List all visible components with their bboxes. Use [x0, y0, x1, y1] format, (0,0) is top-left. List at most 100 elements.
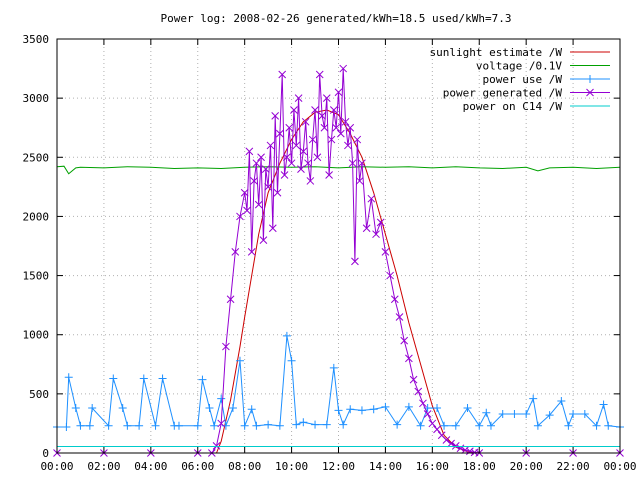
- data-point: [332, 123, 341, 132]
- data-point: [334, 406, 343, 415]
- data-point: [569, 409, 578, 418]
- data-point: [252, 421, 261, 430]
- data-point: [231, 248, 240, 256]
- data-point: [217, 394, 226, 403]
- data-point: [405, 354, 413, 363]
- data-point: [315, 70, 324, 79]
- data-point: [118, 404, 127, 413]
- data-point: [390, 295, 399, 304]
- series-layer: [53, 64, 624, 457]
- data-point: [308, 135, 317, 144]
- data-point: [447, 439, 455, 448]
- data-point: [261, 165, 270, 173]
- data-point: [586, 75, 594, 83]
- data-point: [423, 410, 432, 418]
- data-point: [381, 248, 390, 256]
- data-point: [348, 159, 357, 168]
- data-point: [290, 106, 298, 114]
- data-point: [174, 421, 183, 430]
- series-4: [53, 64, 624, 457]
- data-point: [247, 248, 256, 256]
- data-point: [311, 106, 319, 114]
- y-tick-label: 3000: [23, 92, 50, 105]
- legend-label: power on C14 /W: [463, 100, 563, 113]
- x-tick-label: 22:00: [557, 460, 590, 473]
- data-point: [529, 394, 538, 403]
- legend-entry: voltage /0.1V: [476, 60, 610, 73]
- data-point: [327, 135, 336, 144]
- x-tick-label: 06:00: [181, 460, 214, 473]
- legend-label: sunlight estimate /W: [430, 46, 563, 59]
- data-point: [76, 421, 85, 430]
- data-point: [226, 295, 235, 304]
- x-tick-label: 02:00: [87, 460, 120, 473]
- data-point: [486, 421, 495, 430]
- data-point: [386, 271, 394, 280]
- data-point: [498, 409, 507, 418]
- data-point: [325, 171, 333, 179]
- data-point: [404, 402, 413, 411]
- data-point: [336, 129, 345, 138]
- data-point: [482, 408, 491, 417]
- data-point: [297, 165, 305, 173]
- x-tick-label: 12:00: [322, 460, 355, 473]
- data-point: [362, 224, 371, 233]
- data-point: [158, 374, 167, 383]
- data-point: [592, 421, 601, 430]
- data-point: [64, 373, 73, 382]
- data-point: [243, 206, 251, 215]
- data-point: [257, 153, 265, 162]
- legend-label: voltage /0.1V: [476, 60, 562, 73]
- data-point: [273, 188, 282, 197]
- data-point: [259, 236, 268, 244]
- data-point: [123, 421, 132, 430]
- data-point: [428, 419, 437, 428]
- data-point: [564, 421, 573, 430]
- data-point: [280, 171, 289, 179]
- data-point: [294, 94, 303, 102]
- data-point: [599, 400, 608, 409]
- data-point: [292, 420, 301, 429]
- data-point: [264, 183, 272, 191]
- data-point: [212, 442, 221, 450]
- data-point: [299, 418, 308, 427]
- data-point: [456, 444, 465, 453]
- y-tick-label: 2000: [23, 210, 50, 223]
- x-tick-label: 04:00: [134, 460, 167, 473]
- legend-entry: sunlight estimate /W: [430, 46, 610, 59]
- data-point: [271, 112, 280, 120]
- series-2: [56, 165, 621, 175]
- data-point: [393, 420, 402, 429]
- data-point: [344, 141, 352, 150]
- data-point: [264, 420, 273, 429]
- data-point: [311, 420, 320, 429]
- data-point: [510, 409, 519, 418]
- data-point: [282, 331, 291, 340]
- data-point: [381, 402, 390, 411]
- data-point: [545, 411, 554, 420]
- data-point: [151, 421, 160, 430]
- data-point: [346, 405, 355, 414]
- data-point: [304, 159, 312, 168]
- data-point: [395, 313, 404, 321]
- data-point: [266, 141, 275, 150]
- data-point: [341, 117, 350, 126]
- data-point: [222, 342, 230, 351]
- data-point: [268, 224, 277, 233]
- data-point: [355, 177, 364, 185]
- series-1: [216, 109, 480, 454]
- y-tick-label: 2500: [23, 151, 50, 164]
- x-tick-label: 00:00: [40, 460, 73, 473]
- data-point: [409, 375, 418, 384]
- data-point: [135, 421, 144, 430]
- x-tick-label: 14:00: [369, 460, 402, 473]
- data-point: [283, 153, 291, 162]
- data-point: [287, 356, 296, 365]
- data-point: [329, 106, 338, 114]
- data-point: [247, 405, 256, 414]
- data-point: [62, 422, 71, 431]
- x-tick-label: 16:00: [416, 460, 449, 473]
- data-point: [376, 218, 385, 227]
- grid-lines: [57, 39, 620, 453]
